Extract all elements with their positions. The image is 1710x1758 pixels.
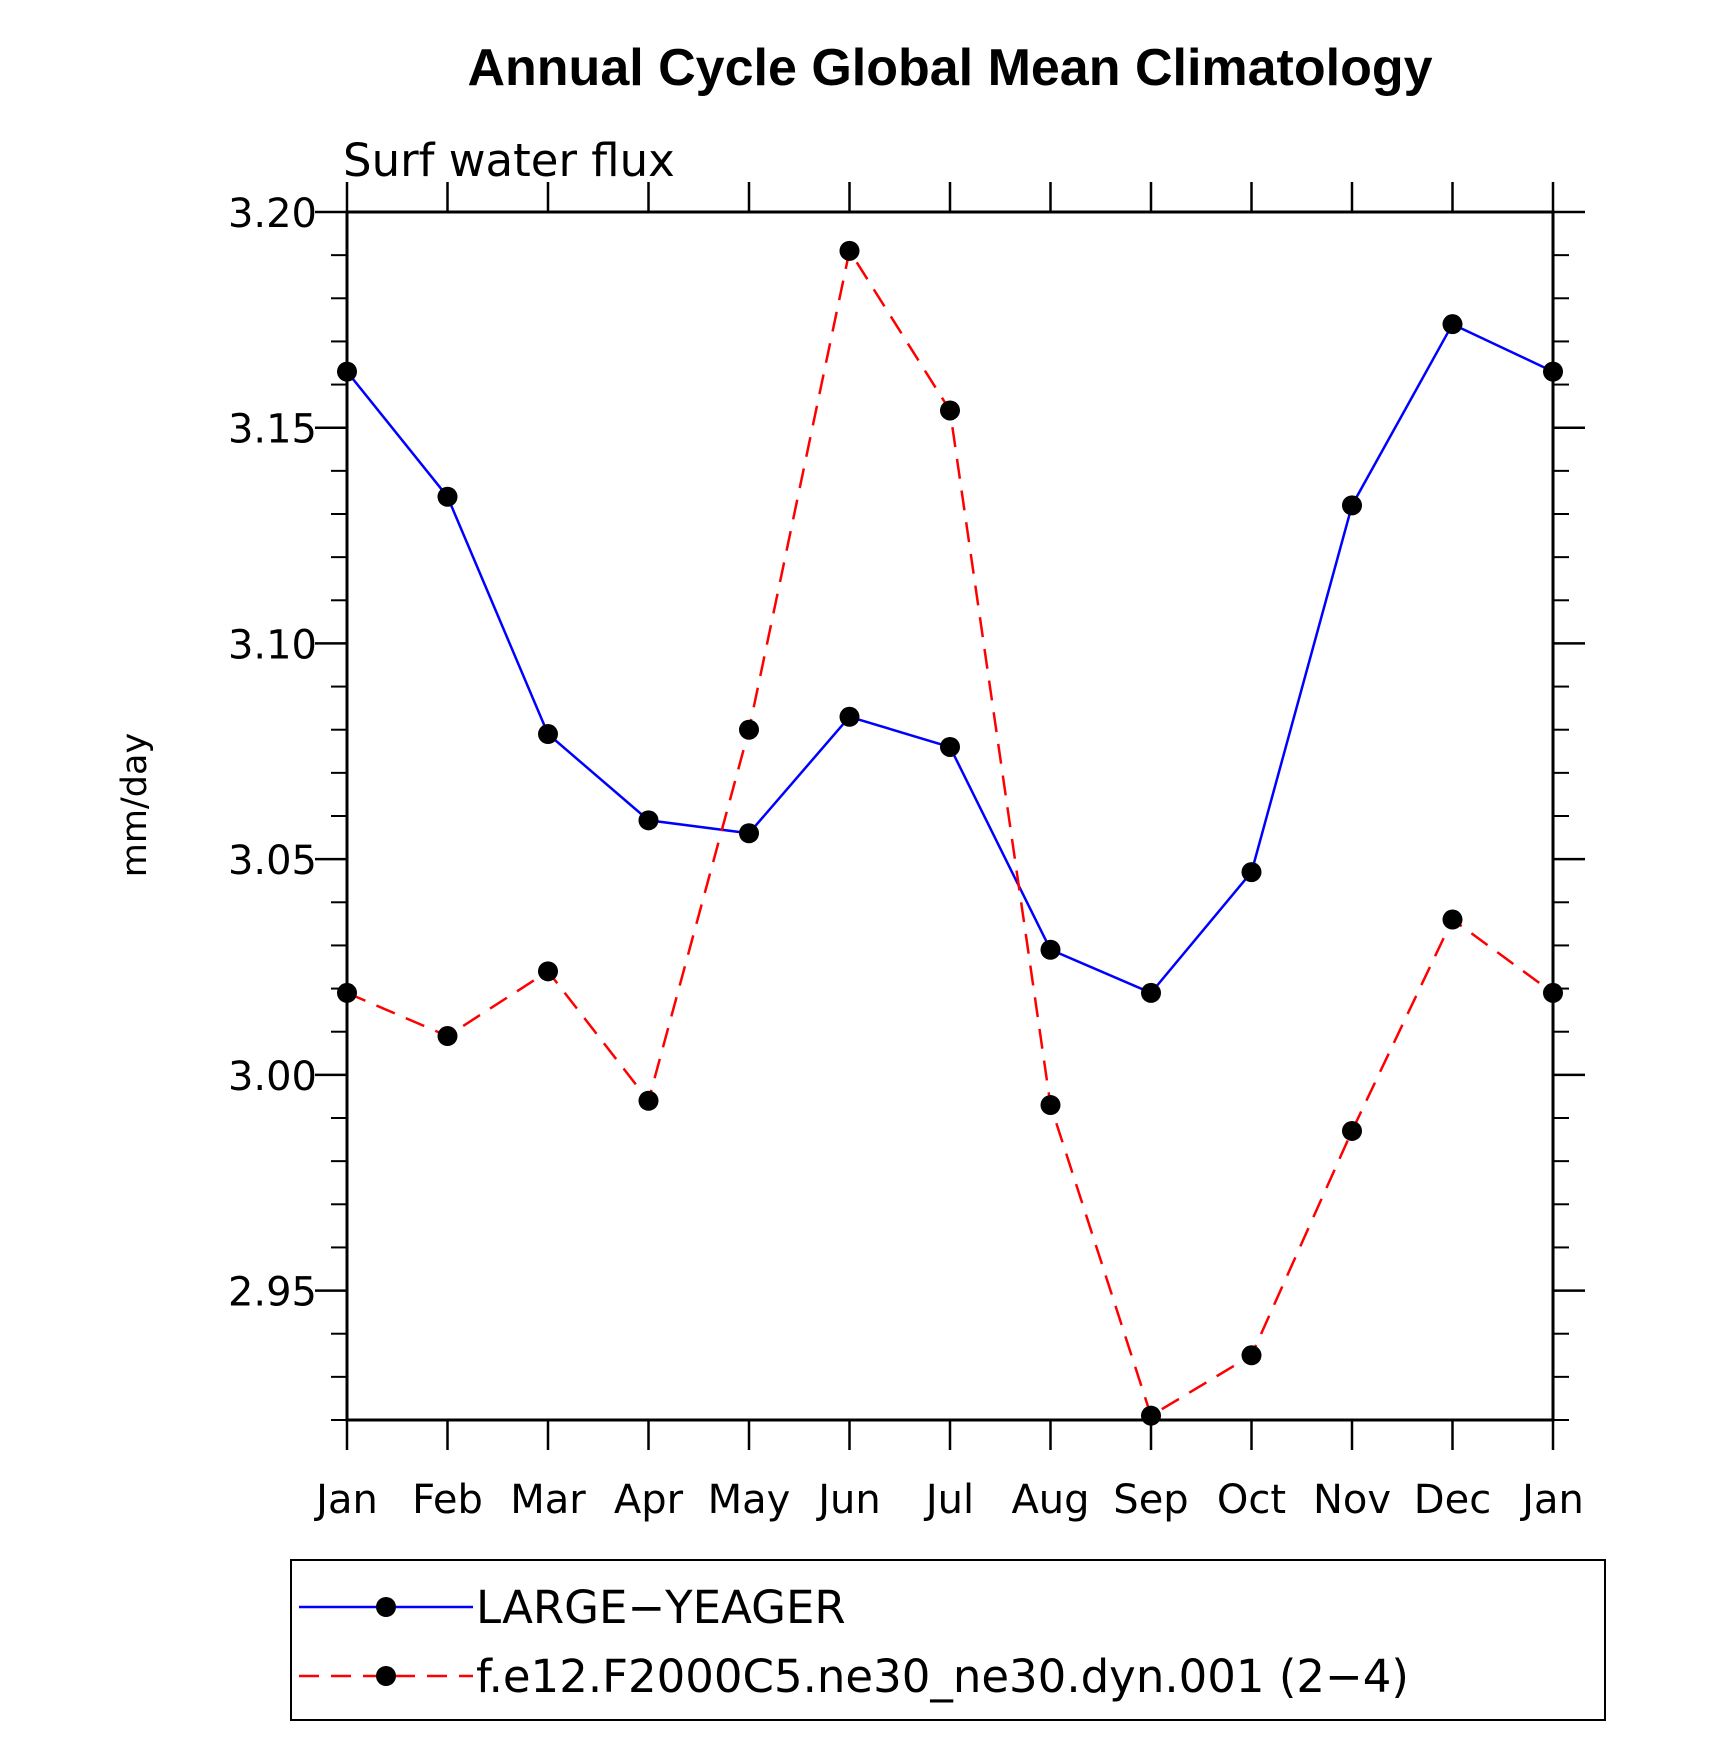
data-point	[437, 486, 458, 507]
chart-subtitle: Surf water flux	[343, 134, 675, 187]
x-tick-label: Jan	[313, 1477, 378, 1523]
data-point	[940, 736, 960, 757]
data-point	[1040, 939, 1061, 960]
data-point	[739, 823, 759, 844]
data-point	[1543, 361, 1563, 382]
axis-ticks	[315, 182, 1585, 1450]
x-tick-label: Jun	[815, 1477, 881, 1523]
data-point	[1342, 1120, 1362, 1141]
x-tick-label: Apr	[614, 1477, 684, 1523]
data-point	[739, 719, 759, 740]
data-point	[538, 724, 558, 745]
data-point	[1241, 862, 1262, 883]
data-point	[538, 961, 558, 982]
y-tick-label: 3.00	[228, 1054, 317, 1100]
series-lines	[346, 247, 1554, 1418]
y-axis-label: mm/day	[115, 733, 155, 877]
data-point	[638, 1090, 659, 1111]
data-point	[1342, 495, 1362, 516]
x-tick-label: Dec	[1414, 1477, 1491, 1523]
x-tick-labels: Jan Feb Mar Apr May Jun Jul Aug Sep Oct Nov Dec Jan	[313, 1477, 1584, 1523]
y-tick-label: 2.95	[228, 1270, 317, 1316]
data-point	[1442, 314, 1463, 335]
data-point	[337, 361, 357, 382]
series-line-1	[346, 322, 1554, 995]
data-point	[1442, 909, 1463, 930]
series-markers	[337, 240, 1563, 1426]
data-point	[1543, 982, 1563, 1003]
data-point	[839, 706, 860, 727]
legend-box	[290, 1559, 1606, 1721]
x-tick-label: Feb	[412, 1477, 483, 1523]
plot-frame	[345, 210, 1555, 1422]
y-tick-label: 3.10	[228, 622, 317, 668]
legend-label-1: LARGE−YEAGER	[476, 1581, 846, 1634]
x-tick-label: Jul	[923, 1477, 974, 1523]
data-point	[839, 240, 860, 261]
data-point	[1241, 1345, 1262, 1366]
x-tick-label: May	[708, 1477, 791, 1523]
data-point	[940, 400, 960, 421]
y-tick-label: 3.05	[228, 838, 317, 884]
series-line-2	[346, 247, 1554, 1418]
x-tick-label: Jan	[1519, 1477, 1584, 1523]
legend-marker-1	[376, 1597, 396, 1617]
legend: LARGE−YEAGER f.e12.F2000C5.ne30_ne30.dyn…	[290, 1559, 1606, 1721]
y-tick-label: 3.20	[228, 191, 317, 237]
data-point	[638, 810, 659, 831]
x-tick-label: Mar	[510, 1477, 586, 1523]
data-point	[1040, 1095, 1061, 1116]
data-point	[1141, 982, 1161, 1003]
data-point	[337, 982, 357, 1003]
x-tick-label: Oct	[1217, 1477, 1286, 1523]
legend-marker-2	[376, 1666, 396, 1686]
legend-label-2: f.e12.F2000C5.ne30_ne30.dyn.001 (2−4)	[476, 1650, 1409, 1703]
y-tick-label: 3.15	[228, 407, 317, 453]
chart-title: Annual Cycle Global Mean Climatology	[467, 39, 1432, 97]
data-point	[437, 1026, 458, 1047]
x-tick-label: Sep	[1113, 1477, 1188, 1523]
data-point	[1141, 1405, 1161, 1426]
x-tick-label: Aug	[1011, 1477, 1089, 1523]
y-tick-labels: 2.95 3.00 3.05 3.10 3.15 3.20	[228, 191, 317, 1316]
x-tick-label: Nov	[1313, 1477, 1391, 1523]
